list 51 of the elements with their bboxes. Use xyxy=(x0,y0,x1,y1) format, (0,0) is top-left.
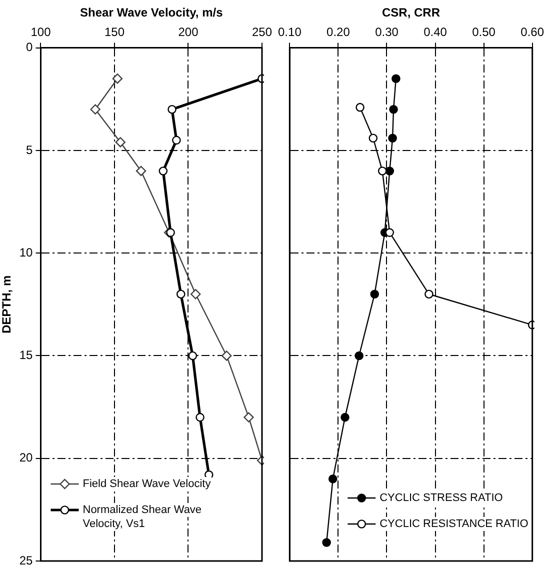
y-tick-label: 20 xyxy=(19,450,34,465)
point xyxy=(190,289,201,300)
x-tick-label: 250 xyxy=(252,24,272,39)
point xyxy=(392,74,400,83)
point xyxy=(354,351,364,360)
x-tick-label: 0.30 xyxy=(375,24,399,39)
point xyxy=(244,412,254,422)
point xyxy=(221,350,232,361)
legend-label: Field Shear Wave Velocity xyxy=(82,478,212,490)
point xyxy=(112,73,123,84)
point xyxy=(136,166,146,176)
point xyxy=(90,104,100,114)
y-tick-label: 15 xyxy=(19,348,34,362)
point xyxy=(322,538,331,547)
y-tick-label: 0 xyxy=(26,40,34,54)
point xyxy=(370,290,380,299)
legend-label: CYCLIC RESISTANCE RATIO xyxy=(380,518,529,530)
point xyxy=(176,290,186,299)
x-tick-label: 0.50 xyxy=(472,24,496,39)
point xyxy=(196,412,204,422)
point xyxy=(158,166,168,176)
point xyxy=(368,134,378,143)
point xyxy=(115,137,126,148)
point xyxy=(389,104,398,114)
point xyxy=(378,166,387,176)
point xyxy=(172,136,181,145)
point xyxy=(168,104,176,114)
legend-label: CYCLIC STRESS RATIO xyxy=(380,492,504,504)
x-tick-label: 0.40 xyxy=(424,24,448,39)
x-axis-title: CSR, CRR xyxy=(382,6,440,20)
point xyxy=(424,290,434,299)
x-tick-label: 100 xyxy=(30,24,52,39)
x-tick-label: 0.60 xyxy=(520,24,544,39)
y-tick-label: 5 xyxy=(26,142,34,157)
point xyxy=(388,134,397,143)
point xyxy=(385,228,394,237)
point xyxy=(340,412,350,422)
x-tick-label: 150 xyxy=(104,24,125,39)
legend-label: Normalized Shear Wave Velocity, Vs1 xyxy=(82,504,202,530)
point xyxy=(328,474,338,484)
x-tick-label: 0.10 xyxy=(278,24,302,39)
y-tick-label: 10 xyxy=(19,245,34,260)
y-axis-title: DEPTH, m xyxy=(0,275,14,334)
x-axis-title: Shear Wave Velocity, m/s xyxy=(80,6,224,20)
point xyxy=(356,102,364,112)
y-tick-label: 25 xyxy=(19,553,34,568)
x-tick-label: 200 xyxy=(178,24,199,39)
point xyxy=(166,228,175,237)
point xyxy=(188,351,198,360)
point xyxy=(385,166,394,176)
x-tick-label: 0.20 xyxy=(326,24,350,39)
